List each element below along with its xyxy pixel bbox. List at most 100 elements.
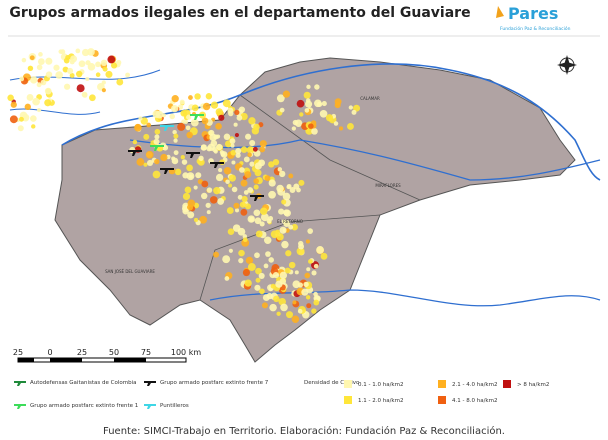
crop-dot — [76, 70, 83, 78]
icon — [190, 114, 204, 120]
crop-dot — [38, 52, 43, 57]
legend-icon — [14, 381, 26, 386]
crop-dot — [134, 123, 142, 132]
crop-dot — [210, 101, 219, 109]
crop-dot — [334, 98, 342, 106]
crop-dot — [266, 218, 272, 224]
crop-dot — [132, 139, 138, 145]
crop-dot — [155, 110, 164, 119]
legend-label: 0.1 - 1.0 ha/km2 — [358, 382, 403, 388]
scale-label: 25 — [13, 348, 23, 357]
crop-dot — [314, 84, 320, 90]
legend-box — [8, 372, 600, 416]
scale-label: 100 km — [171, 348, 201, 357]
crop-dot — [254, 252, 260, 259]
crop-dot — [236, 115, 243, 121]
crop-dot — [234, 208, 240, 213]
crop-dot — [288, 224, 294, 230]
crop-dot — [231, 186, 238, 193]
crop-dot — [202, 102, 211, 111]
logo: Pares — [508, 4, 558, 23]
legend-icon — [144, 381, 156, 386]
crop-dot — [265, 251, 271, 257]
crop-dot — [259, 221, 265, 227]
crop-dot — [305, 295, 311, 300]
crop-dot — [348, 105, 353, 110]
crop-dot — [87, 63, 96, 71]
crop-dot — [78, 60, 86, 68]
crop-dot — [228, 183, 233, 188]
scale-label: 25 — [77, 348, 87, 357]
crop-dot — [255, 230, 263, 238]
crop-dot — [75, 48, 81, 54]
crop-dot — [303, 281, 309, 288]
crop-dot — [325, 114, 334, 122]
crop-dot — [286, 183, 292, 189]
crop-dot — [268, 190, 276, 199]
crop-dot — [244, 171, 252, 179]
crop-dot — [237, 227, 246, 236]
crop-dot — [241, 195, 248, 203]
legend-swatch — [344, 380, 352, 388]
crop-density — [7, 48, 361, 324]
scale-segment — [50, 358, 82, 362]
crop-dot — [183, 119, 189, 125]
crop-dot — [249, 216, 255, 223]
crop-dot — [282, 192, 291, 201]
crop-dot — [136, 158, 145, 166]
crop-dot — [276, 184, 284, 193]
crop-dot — [255, 267, 262, 275]
crop-dot — [307, 228, 314, 234]
scale-label: 75 — [141, 348, 151, 357]
crop-dot — [200, 144, 207, 151]
crop-dot — [306, 84, 311, 90]
crop-dot — [260, 213, 269, 222]
legend-icon — [14, 404, 26, 409]
crop-dot — [199, 215, 208, 224]
crop-dot — [143, 133, 150, 140]
crop-dot — [275, 229, 281, 235]
crop-dot — [258, 272, 265, 279]
crop-dot — [154, 128, 161, 135]
legend-label: > 8 ha/km2 — [517, 382, 549, 388]
crop-dot — [40, 79, 47, 86]
crop-dot — [283, 209, 291, 217]
crop-dot — [262, 294, 270, 302]
crop-dot — [218, 168, 223, 173]
crop-dot — [171, 95, 179, 103]
crop-dot — [311, 270, 317, 276]
crop-dot — [205, 93, 213, 100]
crop-dot — [174, 168, 182, 176]
group-icons-green — [150, 114, 204, 151]
legend-label: 4.1 - 8.0 ha/km2 — [452, 398, 497, 404]
crop-dot — [305, 239, 310, 244]
legend-icon — [144, 404, 156, 409]
crop-dot — [228, 248, 233, 253]
legend-label: Puntilleros — [160, 403, 189, 409]
crop-dot — [291, 315, 300, 324]
crop-dot — [224, 276, 230, 281]
crop-dot — [264, 175, 271, 182]
crop-dot — [289, 187, 296, 193]
crop-dot — [351, 109, 357, 115]
crop-dot — [66, 67, 74, 75]
crop-dot — [297, 282, 303, 288]
crop-dot — [53, 64, 60, 71]
crop-dot — [301, 288, 309, 296]
crop-dot — [259, 146, 266, 153]
crop-dot — [235, 147, 242, 155]
crop-dot — [311, 308, 317, 314]
crop-dot — [275, 280, 283, 288]
crop-dot — [240, 208, 248, 216]
crop-dot — [297, 308, 303, 314]
map-label: MIRAFLORES — [375, 183, 401, 188]
crop-dot — [44, 99, 52, 107]
crop-dot — [201, 117, 209, 125]
crop-dot — [255, 277, 261, 283]
legend-label: Autodefensas Gaitanistas de Colombia — [30, 380, 136, 386]
crop-dot — [222, 255, 231, 264]
crop-dot — [304, 108, 310, 113]
crop-dot — [105, 70, 113, 78]
crop-dot — [193, 185, 198, 190]
